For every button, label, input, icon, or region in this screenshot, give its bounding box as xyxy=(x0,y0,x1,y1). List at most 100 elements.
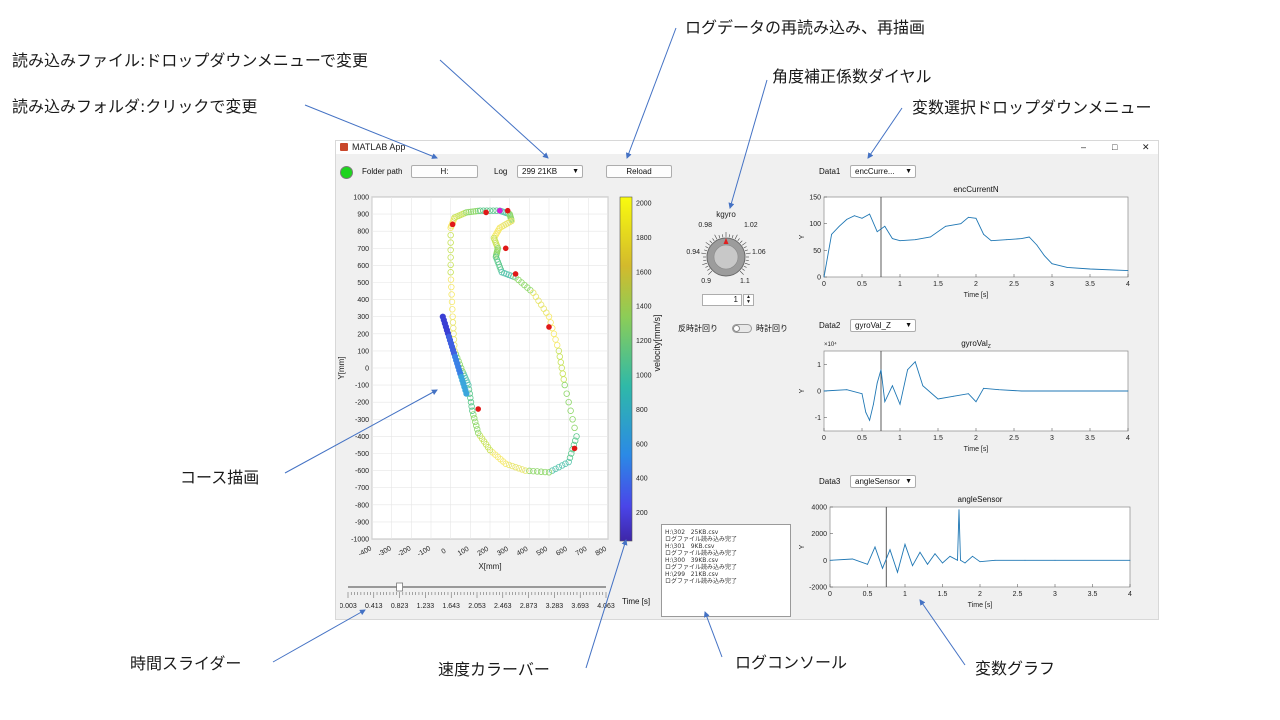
course-point xyxy=(467,398,475,406)
course-point xyxy=(552,336,559,343)
dial-tick xyxy=(742,242,747,246)
dial-tick xyxy=(705,265,709,268)
graph-3-label: Data3 xyxy=(819,477,841,486)
kgyro-value-field[interactable]: 1 xyxy=(702,294,742,306)
course-point-fast xyxy=(463,390,470,397)
course-point xyxy=(474,426,481,433)
course-point xyxy=(495,226,503,233)
dial-tick xyxy=(745,252,751,255)
graph-data-point xyxy=(983,387,984,389)
graph-xtick: 4 xyxy=(1126,435,1130,442)
close-button[interactable]: ✕ xyxy=(1142,142,1150,152)
dial-scale-label: 0.98 xyxy=(698,222,712,229)
course-point xyxy=(449,306,456,313)
graph-ytick: 0 xyxy=(823,558,827,565)
course-ytick: 300 xyxy=(357,314,369,321)
course-point xyxy=(467,208,475,216)
graph-1-variable-dropdown[interactable]: encCurre... ▼ xyxy=(850,165,916,178)
course-point xyxy=(561,381,568,389)
slider-thumb xyxy=(396,582,403,592)
slider-tick-label: 2.873 xyxy=(520,603,538,610)
graph-xtick: 2.5 xyxy=(1013,591,1023,598)
course-ytick: 800 xyxy=(357,229,369,236)
graph-xtick: 2.5 xyxy=(1009,281,1019,288)
chevron-down-icon: ▼ xyxy=(572,168,579,175)
dial-tick xyxy=(718,235,721,239)
course-point xyxy=(447,254,454,261)
course-point xyxy=(568,450,575,457)
graph-xtick: 0 xyxy=(828,591,832,598)
course-point xyxy=(526,467,533,475)
log-file-dropdown[interactable]: 299 21KB ▼ xyxy=(517,165,583,178)
kgyro-dial[interactable]: kgyro 0.98 1.02 0.94 1.06 0.9 1.1 xyxy=(676,205,796,295)
graph-xlabel: Time [s] xyxy=(964,292,989,299)
course-point xyxy=(473,422,480,429)
graph-data-point xyxy=(960,559,961,561)
graph-title: angleSensor xyxy=(958,495,1003,504)
dial-tick xyxy=(712,238,715,241)
rotation-toggle[interactable] xyxy=(732,324,752,333)
graph-data-point xyxy=(968,216,969,218)
course-point xyxy=(474,429,482,437)
graph-xtick: 3 xyxy=(1050,281,1054,288)
course-ytick: -1000 xyxy=(351,537,369,544)
graph-data-point xyxy=(960,223,962,225)
graph-data-point xyxy=(975,217,977,219)
graph-2-variable-dropdown[interactable]: gyroVal_Z ▼ xyxy=(850,319,916,332)
course-xtick: 500 xyxy=(535,546,549,558)
graph-data-point xyxy=(1129,559,1131,561)
course-point xyxy=(447,261,454,269)
dial-tick xyxy=(714,234,718,240)
course-point xyxy=(465,208,472,216)
course-plot: -400 -300 -200 -100 0 100 200 300 400 500 600 700 80… xyxy=(337,195,609,571)
graph-data-point xyxy=(897,571,898,573)
course-point xyxy=(545,469,553,476)
graph-xtick: 1.5 xyxy=(938,591,948,598)
annotation-dial: 角度補正係数ダイヤル xyxy=(772,67,932,86)
graph-data-point xyxy=(998,389,1000,391)
reload-button[interactable]: Reload xyxy=(606,165,672,178)
dial-tick xyxy=(742,268,745,271)
minimize-button[interactable]: – xyxy=(1081,142,1087,152)
course-point xyxy=(463,209,470,216)
log-console[interactable]: H:\302 25KB.csv ログファイル読み込み完了 H:\301 9KB.… xyxy=(661,524,791,617)
graph-data-point xyxy=(846,389,848,391)
graph-xlabel: Time [s] xyxy=(968,602,993,609)
course-point xyxy=(448,291,455,298)
course-ytick: 100 xyxy=(357,348,369,355)
kgyro-spinner[interactable]: ▲ ▼ xyxy=(743,294,754,306)
folder-path-label: Folder path xyxy=(362,167,403,176)
colorbar-tick: 1000 xyxy=(636,373,652,380)
graph-data-point xyxy=(983,233,984,235)
slider-tick-label: 3.693 xyxy=(571,603,589,610)
graph-3-variable-dropdown[interactable]: angleSensor ▼ xyxy=(850,475,916,488)
folder-path-button[interactable]: H: xyxy=(411,165,478,178)
annotation-var-dropdown: 変数選択ドロップダウンメニュー xyxy=(912,98,1152,117)
course-point xyxy=(470,411,477,418)
course-ytick: 700 xyxy=(357,246,369,253)
graph-data-point xyxy=(831,233,832,235)
time-slider[interactable]: 0.003 0.413 0.823 1.233 1.643 2.053 2.463 2.873… xyxy=(340,581,660,611)
course-point xyxy=(553,341,561,349)
dial-tick xyxy=(743,246,747,249)
course-point xyxy=(537,468,545,475)
colorbar-tick: 1400 xyxy=(636,304,652,311)
graph-ylabel: Y xyxy=(799,388,806,393)
course-xtick: 100 xyxy=(457,546,471,558)
course-ytick: 500 xyxy=(357,280,369,287)
graph-ytick: 150 xyxy=(809,195,821,202)
course-point xyxy=(476,207,484,214)
graph-data-point xyxy=(1028,236,1030,238)
course-point xyxy=(447,246,454,254)
course-ytick: 900 xyxy=(357,212,369,219)
course-point xyxy=(447,239,454,246)
window-title: MATLAB App xyxy=(352,142,406,152)
graph-data-point xyxy=(934,553,936,555)
maximize-button[interactable]: □ xyxy=(1112,142,1118,152)
course-point xyxy=(472,418,479,426)
graph-data-point xyxy=(919,551,921,553)
course-current-marker xyxy=(497,207,503,214)
graph-data-point xyxy=(876,231,878,233)
course-marker xyxy=(449,221,456,228)
course-point xyxy=(447,231,454,239)
